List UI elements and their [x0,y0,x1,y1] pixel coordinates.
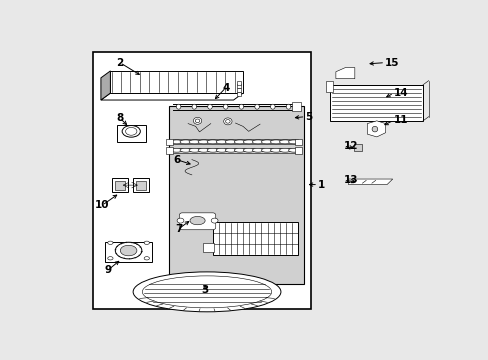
Ellipse shape [189,216,205,225]
Bar [212,222,297,255]
Ellipse shape [279,148,290,152]
Ellipse shape [239,104,243,109]
Ellipse shape [207,104,212,109]
Ellipse shape [171,148,182,152]
Bar [133,179,149,192]
Text: 7: 7 [175,224,182,234]
Bar [236,92,241,96]
Ellipse shape [261,148,272,152]
Ellipse shape [207,140,218,144]
Ellipse shape [243,148,254,152]
Polygon shape [329,85,422,121]
Ellipse shape [270,104,275,109]
Bar [117,125,145,142]
FancyBboxPatch shape [179,213,215,230]
Ellipse shape [107,241,113,244]
Ellipse shape [107,257,113,260]
Ellipse shape [207,148,218,152]
Ellipse shape [252,148,263,152]
Ellipse shape [234,148,245,152]
Polygon shape [110,71,243,93]
Ellipse shape [216,148,227,152]
Ellipse shape [189,140,200,144]
Ellipse shape [252,140,263,144]
Bar [294,147,301,153]
Text: 5: 5 [305,112,312,122]
Ellipse shape [270,140,281,144]
Ellipse shape [180,140,191,144]
Bar [353,144,361,151]
Ellipse shape [243,140,254,144]
Ellipse shape [279,140,290,144]
Ellipse shape [192,104,196,109]
Ellipse shape [223,104,227,109]
Polygon shape [101,71,110,100]
Ellipse shape [195,119,200,123]
Bar [115,181,124,190]
Polygon shape [366,121,385,137]
Bar [166,139,173,145]
Ellipse shape [225,148,236,152]
Text: 6: 6 [173,155,180,165]
Ellipse shape [122,126,140,137]
Text: 12: 12 [343,141,357,151]
Ellipse shape [171,140,182,144]
Polygon shape [347,179,392,185]
Ellipse shape [120,245,137,256]
Text: 13: 13 [343,175,357,185]
Ellipse shape [288,148,299,152]
Bar [169,105,303,284]
Ellipse shape [216,140,227,144]
Ellipse shape [189,148,200,152]
Ellipse shape [225,120,230,123]
Text: 14: 14 [393,88,407,98]
Text: 3: 3 [201,285,208,296]
Ellipse shape [142,276,271,308]
Ellipse shape [285,104,290,109]
Bar [294,139,301,145]
Ellipse shape [144,241,149,244]
Ellipse shape [225,140,236,144]
Bar [236,81,241,85]
Ellipse shape [371,126,377,132]
Polygon shape [101,93,243,100]
Ellipse shape [254,104,259,109]
Text: 2: 2 [116,58,123,68]
Text: 8: 8 [116,113,123,123]
Bar [236,84,241,89]
Bar [292,102,300,111]
Ellipse shape [223,118,232,125]
Bar [325,81,332,92]
Ellipse shape [234,140,245,144]
Text: 1: 1 [317,180,325,190]
Ellipse shape [177,218,183,223]
Ellipse shape [125,127,137,135]
Bar [166,147,173,153]
Ellipse shape [144,257,149,260]
Ellipse shape [133,272,280,312]
Text: 11: 11 [393,115,407,125]
Ellipse shape [180,148,191,152]
Polygon shape [335,68,354,79]
Ellipse shape [211,218,218,223]
Bar [136,181,145,190]
Ellipse shape [198,140,209,144]
Text: 4: 4 [222,82,229,93]
Bar [93,51,310,309]
Text: 9: 9 [105,265,112,275]
Ellipse shape [261,140,272,144]
Ellipse shape [198,148,209,152]
Bar [105,242,152,262]
Text: 15: 15 [385,58,399,68]
Ellipse shape [288,140,299,144]
Ellipse shape [193,117,202,124]
Ellipse shape [270,148,281,152]
Text: 10: 10 [95,201,109,210]
Ellipse shape [115,242,142,259]
Bar [112,179,128,192]
Bar [236,88,241,92]
Bar [203,243,213,252]
Ellipse shape [176,104,181,109]
